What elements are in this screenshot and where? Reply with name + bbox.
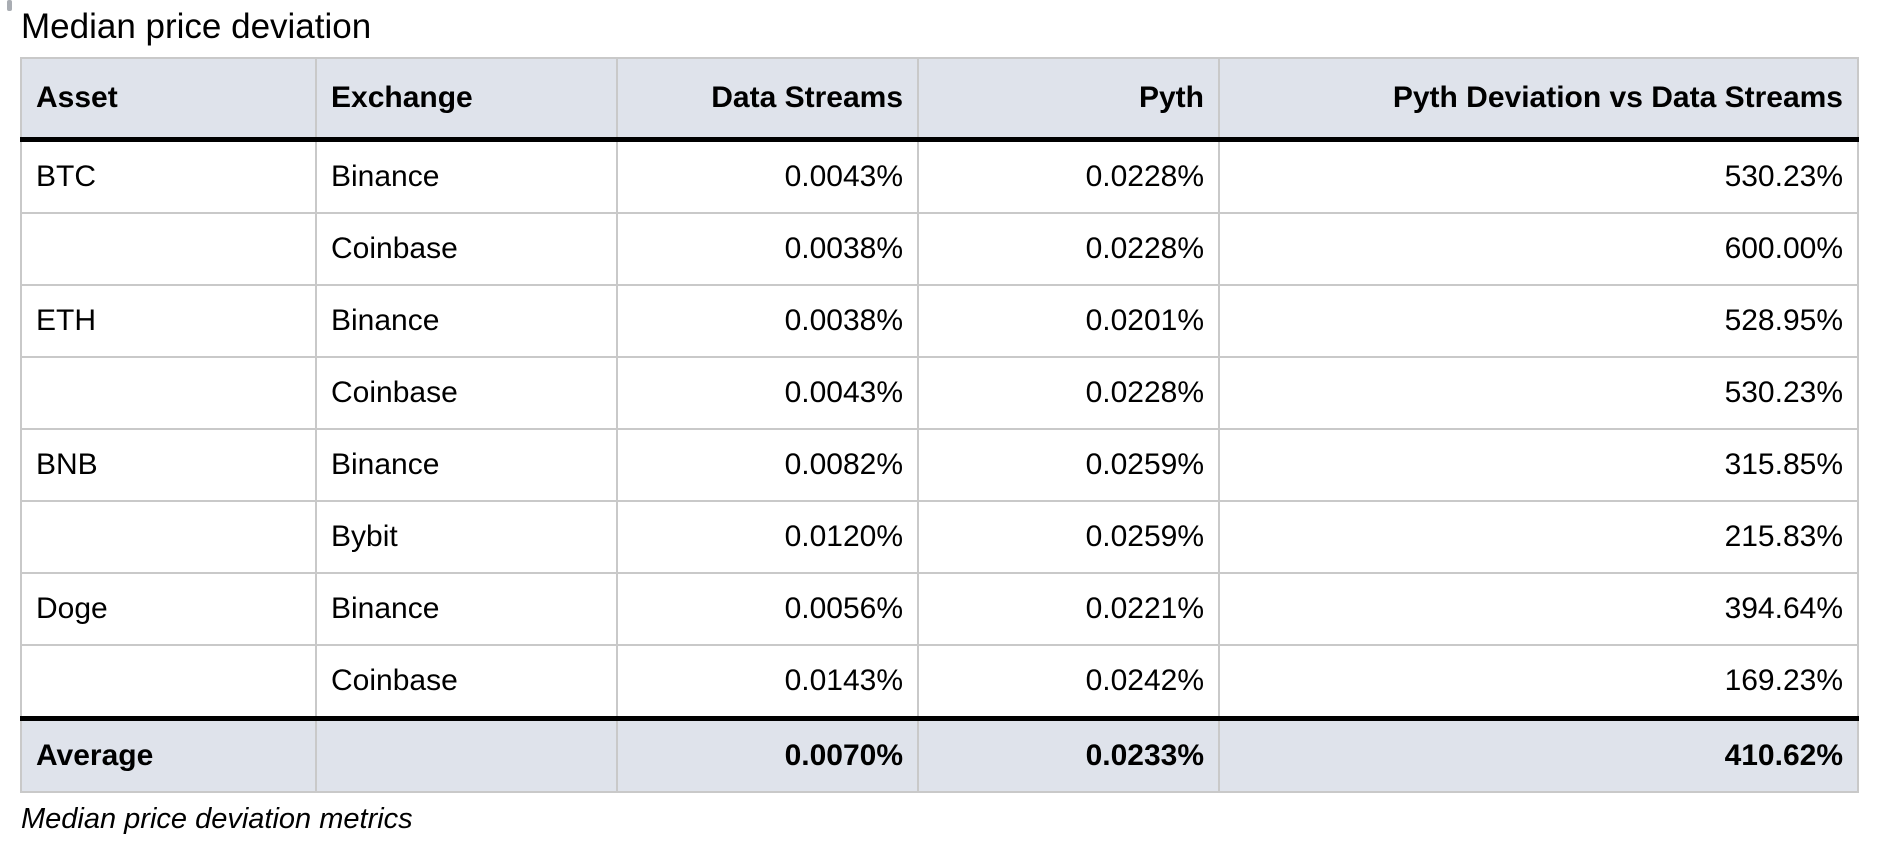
cell: 169.23% xyxy=(1218,643,1859,719)
cell: 0.0143% xyxy=(616,643,919,719)
cell: 0.0038% xyxy=(616,211,919,286)
cell: 0.0259% xyxy=(917,499,1220,574)
cell: ETH xyxy=(20,283,317,358)
cell xyxy=(20,643,317,719)
column-header-data-streams: Data Streams xyxy=(616,56,919,142)
cell: 0.0043% xyxy=(616,355,919,430)
cell: 0.0038% xyxy=(616,283,919,358)
cell: 315.85% xyxy=(1218,427,1859,502)
table-row: BTC Binance 0.0043% 0.0228% 530.23% xyxy=(20,138,1859,214)
cell: 0.0056% xyxy=(616,571,919,646)
cell: BTC xyxy=(20,138,317,214)
table-row: Coinbase 0.0043% 0.0228% 530.23% xyxy=(20,355,1859,430)
cell: Binance xyxy=(315,427,618,502)
table-body: BTC Binance 0.0043% 0.0228% 530.23% Coinbase 0… xyxy=(20,138,1859,719)
cell: 528.95% xyxy=(1218,283,1859,358)
cell xyxy=(20,499,317,574)
cell: 0.0228% xyxy=(917,138,1220,214)
table-row: BNB Binance 0.0082% 0.0259% 315.85% xyxy=(20,427,1859,502)
header-row: Asset Exchange Data Streams Pyth Pyth De… xyxy=(20,56,1859,142)
cell: 530.23% xyxy=(1218,355,1859,430)
cell: 0.0082% xyxy=(616,427,919,502)
column-header-asset: Asset xyxy=(20,56,317,142)
table-caption: Median price deviation metrics xyxy=(21,802,413,835)
cell: Binance xyxy=(315,571,618,646)
cell: BNB xyxy=(20,427,317,502)
average-label: Average xyxy=(20,715,317,793)
cell xyxy=(20,355,317,430)
page-title: Median price deviation xyxy=(21,7,372,46)
cell: 0.0228% xyxy=(917,211,1220,286)
cell: 215.83% xyxy=(1218,499,1859,574)
cell: 394.64% xyxy=(1218,571,1859,646)
cell: 0.0201% xyxy=(917,283,1220,358)
table-row: Bybit 0.0120% 0.0259% 215.83% xyxy=(20,499,1859,574)
cell: 0.0221% xyxy=(917,571,1220,646)
cell: Doge xyxy=(20,571,317,646)
average-exchange-cell xyxy=(315,715,618,793)
cell: 0.0043% xyxy=(616,138,919,214)
stray-cursor-mark xyxy=(7,0,12,11)
cell: 600.00% xyxy=(1218,211,1859,286)
cell: 0.0228% xyxy=(917,355,1220,430)
cell: Binance xyxy=(315,138,618,214)
table-header: Asset Exchange Data Streams Pyth Pyth De… xyxy=(20,56,1859,142)
average-pyth-value: 0.0233% xyxy=(917,715,1220,793)
cell: 530.23% xyxy=(1218,138,1859,214)
cell: Coinbase xyxy=(315,643,618,719)
cell: Binance xyxy=(315,283,618,358)
average-row: Average 0.0070% 0.0233% 410.62% xyxy=(20,715,1859,793)
cell: 0.0242% xyxy=(917,643,1220,719)
table-row: Coinbase 0.0038% 0.0228% 600.00% xyxy=(20,211,1859,286)
cell: Coinbase xyxy=(315,211,618,286)
column-header-pyth-deviation: Pyth Deviation vs Data Streams xyxy=(1218,56,1859,142)
cell: 0.0120% xyxy=(616,499,919,574)
table-footer: Average 0.0070% 0.0233% 410.62% xyxy=(20,715,1859,793)
price-deviation-table: Asset Exchange Data Streams Pyth Pyth De… xyxy=(20,56,1859,793)
table-row: Doge Binance 0.0056% 0.0221% 394.64% xyxy=(20,571,1859,646)
average-data-streams-value: 0.0070% xyxy=(616,715,919,793)
column-header-pyth: Pyth xyxy=(917,56,1220,142)
cell: Bybit xyxy=(315,499,618,574)
column-header-exchange: Exchange xyxy=(315,56,618,142)
table-row: ETH Binance 0.0038% 0.0201% 528.95% xyxy=(20,283,1859,358)
table-row: Coinbase 0.0143% 0.0242% 169.23% xyxy=(20,643,1859,719)
average-pyth-deviation-value: 410.62% xyxy=(1218,715,1859,793)
cell: 0.0259% xyxy=(917,427,1220,502)
cell: Coinbase xyxy=(315,355,618,430)
cell xyxy=(20,211,317,286)
